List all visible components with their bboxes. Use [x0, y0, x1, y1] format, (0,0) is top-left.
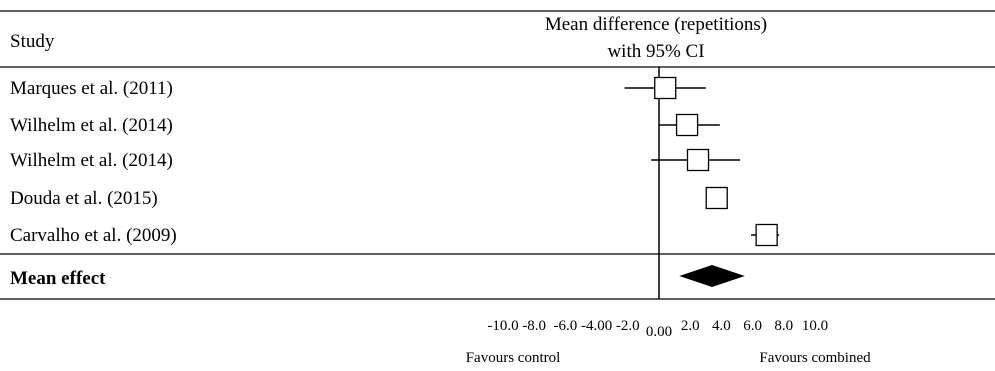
- study-label: Wilhelm et al. (2014): [10, 150, 173, 171]
- study-label: Wilhelm et al. (2014): [10, 115, 173, 136]
- effect-box: [654, 76, 677, 100]
- x-tick-label: 0.00: [646, 324, 672, 340]
- x-tick-label: -4.00: [581, 318, 612, 334]
- x-tick-label: 8.0: [774, 318, 793, 334]
- effect-box: [686, 148, 710, 172]
- effect-header-line1: Mean difference (repetitions): [545, 14, 767, 35]
- x-tick-label: -8.0: [522, 318, 546, 334]
- effect-box: [705, 186, 728, 210]
- x-tick-label: 6.0: [743, 318, 762, 334]
- x-tick-label: 10.0: [802, 318, 828, 334]
- study-column-header: Study: [10, 31, 55, 52]
- study-label: Douda et al. (2015): [10, 188, 158, 209]
- favours-left-label: Favours control: [466, 350, 561, 366]
- effect-box: [675, 113, 699, 137]
- study-label: Carvalho et al. (2009): [10, 225, 177, 246]
- effect-box: [755, 223, 778, 247]
- x-tick-label: 2.0: [681, 318, 700, 334]
- x-tick-label: 4.0: [712, 318, 731, 334]
- x-tick-label: -2.0: [616, 318, 640, 334]
- x-tick-label: -6.0: [554, 318, 578, 334]
- x-tick-label: -10.0: [487, 318, 518, 334]
- mean-effect-diamond: [679, 265, 745, 287]
- favours-right-label: Favours combined: [759, 350, 871, 366]
- mean-effect-label: Mean effect: [10, 268, 106, 289]
- study-label: Marques et al. (2011): [10, 78, 173, 99]
- effect-header-line2: with 95% CI: [607, 41, 704, 62]
